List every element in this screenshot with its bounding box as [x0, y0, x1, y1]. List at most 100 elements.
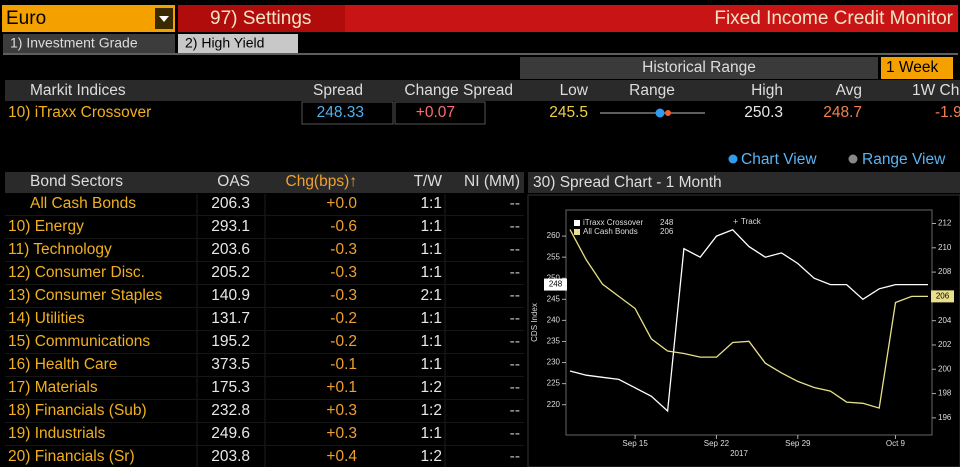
- y-tick-label: 225: [547, 379, 561, 388]
- sector-cell: 17) Materials: [8, 379, 98, 396]
- sector-cell: --: [510, 218, 520, 235]
- index-cell: 248.7: [823, 104, 862, 121]
- column-header: High: [751, 82, 783, 99]
- currency: Euro: [6, 8, 46, 29]
- range-header: Historical Range: [642, 59, 756, 76]
- track-icon: +: [733, 216, 738, 226]
- sector-cell: --: [510, 241, 520, 258]
- column-header: T/W: [414, 173, 443, 190]
- range-band: [520, 57, 878, 79]
- column-header: Markit Indices: [30, 82, 126, 99]
- sector-cell: --: [510, 264, 520, 281]
- sector-cell: --: [510, 287, 520, 304]
- dropdown-arrow: [159, 16, 169, 22]
- chart-title: 30) Spread Chart - 1 Month: [533, 174, 722, 191]
- column-header: NI (MM): [464, 173, 520, 190]
- x-tick-label: Sep 29: [785, 439, 811, 448]
- x-tick-label: Sep 22: [704, 439, 730, 448]
- y2-tick-label: 200: [938, 364, 952, 373]
- x-tick-label: Oct 9: [886, 439, 906, 448]
- legend-swatch: [574, 220, 580, 226]
- sector-cell: 1:1: [420, 356, 442, 373]
- column-header: Range: [629, 82, 675, 99]
- last-value-badge: [931, 290, 954, 303]
- sector-cell: -0.6: [330, 218, 357, 235]
- y2-tick-label: 212: [938, 219, 952, 228]
- y-tick-label: 240: [547, 316, 561, 325]
- sector-cell: 1:1: [420, 241, 442, 258]
- period-select[interactable]: [881, 57, 953, 79]
- index-cell: 248.33: [317, 104, 364, 121]
- y2-tick-label: 196: [938, 413, 952, 422]
- index-cell: +0.07: [416, 104, 455, 121]
- y2-tick-label: 198: [938, 389, 952, 398]
- sector-cell: 203.6: [211, 241, 250, 258]
- settings: 97) Settings: [210, 8, 311, 29]
- series-line: [569, 229, 928, 413]
- sector-table: Bond Sectors OAS Chg(bps)↑ T/W NI (MM) All Ca…: [5, 173, 524, 467]
- index-header: [5, 80, 960, 101]
- view-option[interactable]: Range View: [862, 151, 946, 168]
- sector-cell: 19) Industrials: [8, 425, 106, 442]
- sector-cell: 1:1: [420, 218, 442, 235]
- sector-cell: 175.3: [211, 379, 250, 396]
- y2-tick-label: 204: [938, 316, 952, 325]
- sector-cell: 13) Consumer Staples: [8, 287, 162, 304]
- sector-cell: 2:1: [420, 287, 442, 304]
- sector-cell: --: [510, 356, 520, 373]
- column-header: Chg(bps)↑: [286, 173, 358, 190]
- plot-frame: [565, 209, 933, 436]
- tab[interactable]: [3, 34, 175, 53]
- index-cell: 245.5: [549, 104, 588, 121]
- last-value-label: 248: [549, 280, 563, 289]
- y-tick-label: 220: [547, 400, 561, 409]
- sector-cell: 195.2: [211, 333, 250, 350]
- series-line: [569, 229, 928, 409]
- sector-cell: 1:2: [420, 379, 442, 396]
- index-cell: 250.3: [744, 104, 783, 121]
- legend-label: iTraxx Crossover: [583, 218, 643, 227]
- last-value-badge: [544, 278, 567, 291]
- currency-select[interactable]: [2, 5, 175, 32]
- chart-header: [528, 172, 960, 193]
- sector-cell: --: [510, 310, 520, 327]
- tab-label: 2) High Yield: [185, 35, 264, 51]
- last-value-label: 206: [936, 291, 950, 300]
- sector-cell: --: [510, 195, 520, 212]
- track-label: Track: [741, 217, 762, 226]
- sector-cell: --: [510, 379, 520, 396]
- sector-cell: 373.5: [211, 356, 250, 373]
- y-axis-label: CDS Index: [530, 303, 539, 342]
- sector-cell: 18) Financials (Sub): [8, 402, 147, 419]
- column-header: Spread: [313, 82, 363, 99]
- sector-cell: 16) Health Care: [8, 356, 117, 373]
- radio[interactable]: [848, 154, 858, 164]
- sector-cell: 1:1: [420, 425, 442, 442]
- y-tick-label: 245: [547, 294, 561, 303]
- cell-box: [394, 101, 486, 125]
- sector-cell: 15) Communications: [8, 333, 150, 350]
- sector-cell: 14) Utilities: [8, 310, 85, 327]
- column-header: Change Spread: [404, 82, 513, 99]
- sector-cell: -0.3: [330, 287, 357, 304]
- settings-button[interactable]: [178, 5, 345, 32]
- sector-cell: +0.4: [326, 448, 357, 465]
- sector-cell: 1:1: [420, 310, 442, 327]
- sector-cell: 1:1: [420, 195, 442, 212]
- radio-selected[interactable]: [728, 154, 738, 164]
- sector-header: [5, 172, 524, 193]
- y-tick-label: 235: [547, 337, 561, 346]
- column-header: OAS: [217, 173, 250, 190]
- legend-value: 206: [660, 227, 674, 236]
- view-option[interactable]: Chart View: [741, 151, 817, 168]
- sector-cell: All Cash Bonds: [30, 195, 136, 212]
- sector-cell: 10) Energy: [8, 218, 84, 235]
- sector-cell: 20) Financials (Sr): [8, 448, 135, 465]
- column-header: 1W Chg: [912, 82, 960, 99]
- sector-cell: +0.3: [326, 425, 357, 442]
- tab-active[interactable]: [178, 34, 298, 53]
- column-header: Low: [560, 82, 589, 99]
- range-dot: [655, 108, 665, 118]
